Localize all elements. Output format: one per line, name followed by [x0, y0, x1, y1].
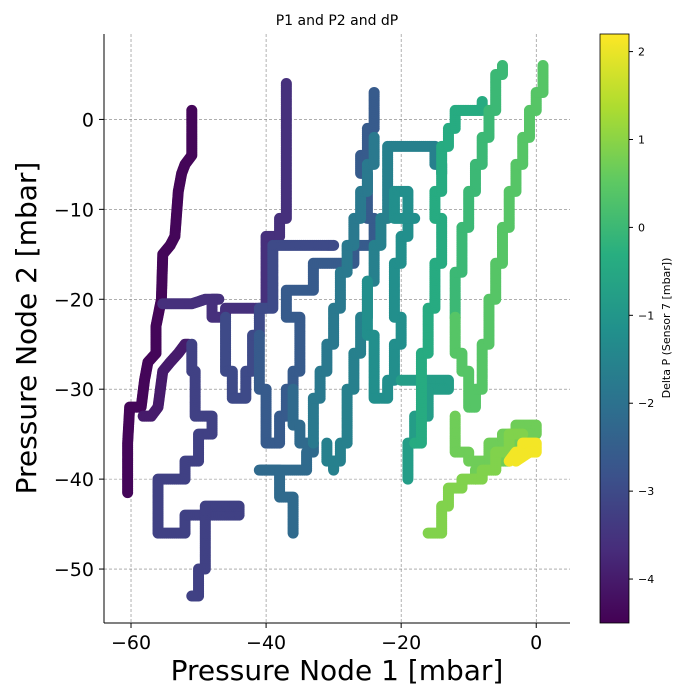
data-point: [476, 95, 488, 107]
x-tick-label: −40: [246, 632, 286, 654]
y-tick-label: −30: [54, 379, 94, 401]
y-axis-label: Pressure Node 2 [mbar]: [10, 162, 43, 495]
data-point: [186, 104, 198, 116]
data-point: [368, 131, 380, 143]
x-ticks: −60 −40 −20 0: [111, 623, 542, 654]
data-point: [280, 77, 292, 89]
y-tick-label: −40: [54, 469, 94, 491]
data-point: [287, 527, 299, 539]
data-point: [409, 212, 421, 224]
colorbar-tick-label: −4: [638, 573, 654, 586]
scatter-series: [253, 383, 319, 539]
colorbar: [599, 33, 630, 624]
colorbar-tick-label: 2: [638, 46, 645, 59]
x-tick-label: −20: [381, 632, 421, 654]
scatter-series: [361, 185, 421, 404]
data-point: [537, 59, 549, 71]
scatter-series: [409, 95, 488, 449]
scatter-series: [307, 131, 380, 449]
data-point: [328, 239, 340, 251]
x-tick-label: 0: [530, 632, 542, 654]
colorbar-tick-label: 1: [638, 133, 645, 146]
colorbar-tick-label: 0: [638, 221, 645, 234]
data-point: [368, 86, 380, 98]
scatter-series: [152, 338, 245, 602]
colorbar-tick-label: −1: [638, 309, 654, 322]
data-point: [186, 590, 198, 602]
data-point: [510, 455, 522, 467]
colorbar-ticks: −4 −3 −2 −1 0 1 2: [629, 46, 654, 586]
scatter-series: [137, 338, 194, 422]
data-point: [402, 473, 414, 485]
colorbar-tick-label: −3: [638, 485, 654, 498]
data-point: [517, 428, 529, 440]
y-ticks: −50 −40 −30 −20 −10 0: [54, 109, 104, 581]
data-point: [496, 59, 508, 71]
scatter-series: [122, 104, 198, 499]
scatter-series: [422, 428, 529, 539]
data-points: [122, 59, 549, 602]
chart-title: P1 and P2 and dP: [276, 13, 399, 29]
y-tick-label: −10: [54, 199, 94, 221]
colorbar-tick-label: −2: [638, 397, 654, 410]
y-tick-label: −20: [54, 289, 94, 311]
y-tick-label: 0: [82, 109, 94, 131]
scatter-series: [503, 437, 542, 467]
scatter-series: [449, 59, 549, 413]
scatter-series: [449, 59, 508, 323]
y-tick-label: −50: [54, 559, 94, 581]
x-tick-label: −60: [111, 632, 151, 654]
x-axis-label: Pressure Node 1 [mbar]: [171, 654, 504, 687]
colorbar-label: Delta P (Sensor 7 [mbar]): [660, 258, 673, 399]
